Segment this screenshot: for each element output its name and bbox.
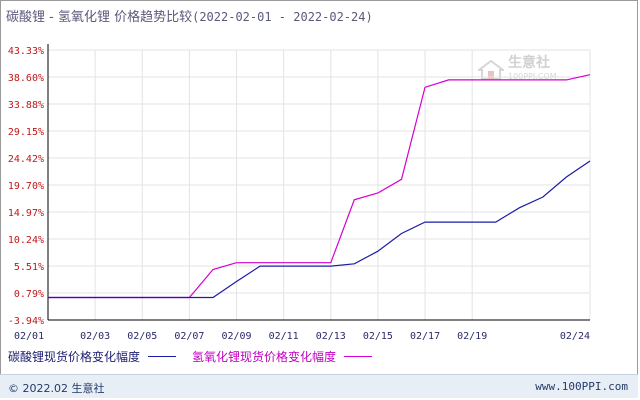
y-tick-label: 43.33%: [8, 46, 44, 57]
x-tick-label: 02/11: [269, 331, 299, 342]
y-tick-label: -3.94%: [8, 316, 44, 327]
y-tick-label: 0.79%: [14, 289, 44, 300]
y-tick-label: 19.70%: [8, 181, 44, 192]
y-tick-label: 38.60%: [8, 73, 44, 84]
y-tick-label: 14.97%: [8, 208, 44, 219]
legend-item-series-2: 氢氧化锂现货价格变化幅度: [192, 348, 373, 365]
x-tick-label: 02/01: [14, 331, 44, 342]
x-tick-label: 02/15: [363, 331, 393, 342]
watermark-url: 100PPI.COM: [508, 72, 557, 81]
x-tick-label: 02/03: [80, 331, 110, 342]
legend-item-series-1: 碳酸锂现货价格变化幅度: [8, 348, 177, 365]
footer-copyright: © 2022.02 生意社: [8, 382, 105, 395]
y-tick-label: 24.42%: [8, 154, 44, 165]
y-tick-label: 10.24%: [8, 235, 44, 246]
y-tick-label: 29.15%: [8, 127, 44, 138]
x-tick-label: 02/09: [221, 331, 251, 342]
chart-title: 碳酸锂 - 氢氧化锂 价格趋势比较(2022-02-01 - 2022-02-2…: [6, 6, 373, 25]
chart-legend: 碳酸锂现货价格变化幅度 氢氧化锂现货价格变化幅度: [8, 348, 388, 365]
x-tick-label: 02/05: [127, 331, 157, 342]
y-tick-label: 5.51%: [14, 262, 44, 273]
series-line-1: [48, 160, 591, 299]
x-tick-label: 02/19: [457, 331, 487, 342]
legend-swatch-series-1: [148, 356, 177, 357]
y-tick-label: 33.88%: [8, 100, 44, 111]
watermark-logo: 生意社 100PPI.COM: [478, 56, 557, 84]
legend-label-series-1: 碳酸锂现货价格变化幅度: [8, 350, 141, 364]
x-tick-label: 02/13: [316, 331, 346, 342]
x-tick-label: 02/07: [174, 331, 204, 342]
chart-title-text: 碳酸锂 - 氢氧化锂 价格趋势比较: [6, 10, 193, 25]
watermark-text: 生意社 100PPI.COM: [508, 56, 557, 84]
watermark-brand: 生意社: [508, 55, 550, 71]
chart-date-range: (2022-02-01 - 2022-02-24): [192, 10, 373, 24]
footer-url[interactable]: www.100PPI.com: [535, 380, 628, 393]
x-tick-label: 02/17: [410, 331, 440, 342]
series-line-2: [48, 74, 591, 299]
legend-label-series-2: 氢氧化锂现货价格变化幅度: [192, 350, 337, 364]
x-tick-label: 02/24: [560, 331, 590, 342]
legend-swatch-series-2: [344, 356, 373, 357]
footer-bar: © 2022.02 生意社 www.100PPI.com: [0, 374, 638, 398]
house-logo-icon: [478, 59, 504, 80]
